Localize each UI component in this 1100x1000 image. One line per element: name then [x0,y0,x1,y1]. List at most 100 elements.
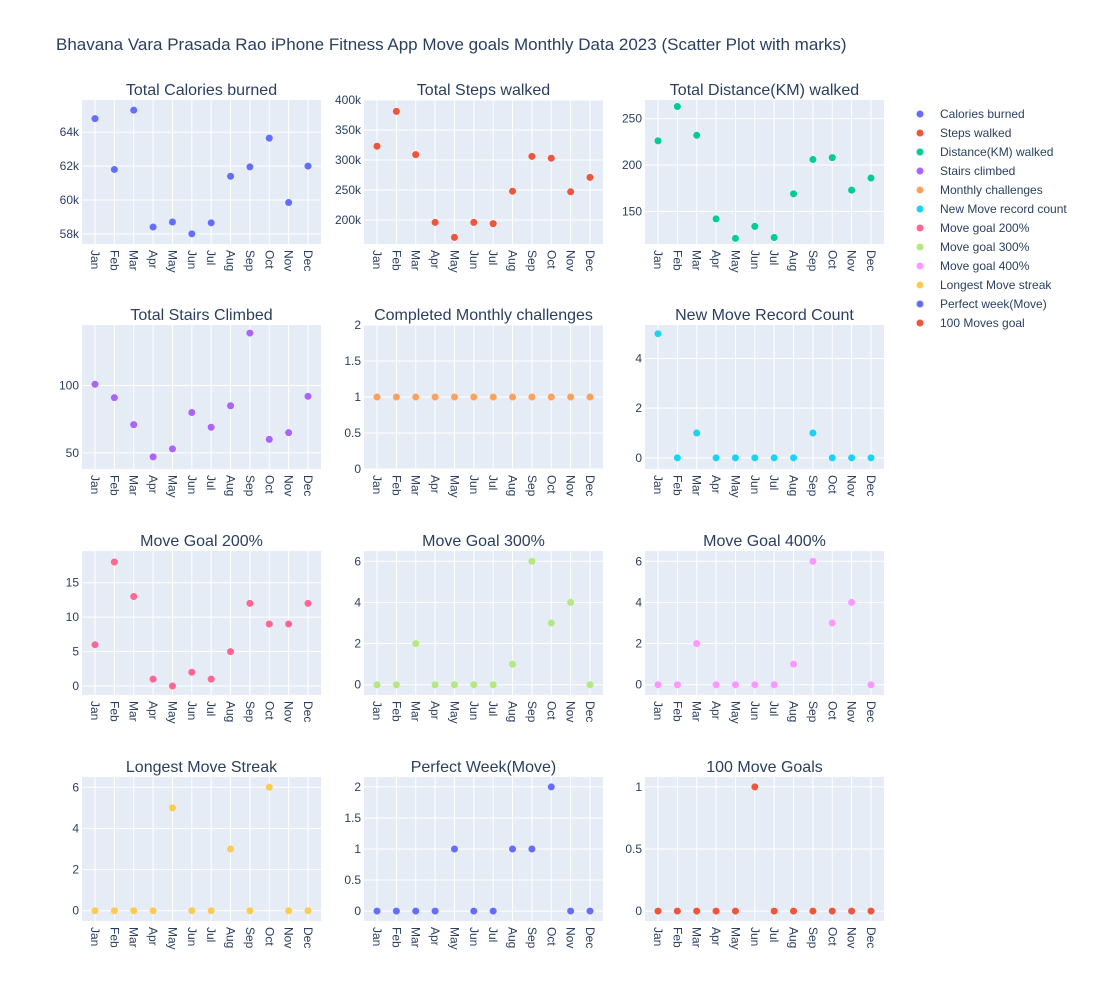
data-point[interactable] [489,393,497,401]
data-point[interactable] [731,234,739,242]
data-point[interactable] [567,393,575,401]
data-point[interactable] [168,804,176,812]
legend-item[interactable]: New Move record count [916,202,1068,216]
data-point[interactable] [304,599,312,607]
data-point[interactable] [567,188,575,196]
data-point[interactable] [207,423,215,431]
data-point[interactable] [450,393,458,401]
data-point[interactable] [412,640,420,648]
data-point[interactable] [470,907,478,915]
data-point[interactable] [770,681,778,689]
data-point[interactable] [91,907,99,915]
data-point[interactable] [168,682,176,690]
data-point[interactable] [285,198,293,206]
data-point[interactable] [246,599,254,607]
data-point[interactable] [304,162,312,170]
data-point[interactable] [110,558,118,566]
data-point[interactable] [509,187,517,195]
data-point[interactable] [790,907,798,915]
data-point[interactable] [693,131,701,139]
data-point[interactable] [673,103,681,111]
data-point[interactable] [586,907,594,915]
legend[interactable]: Calories burned Steps walked Distance(KM) … [916,107,1068,330]
data-point[interactable] [207,907,215,915]
data-point[interactable] [509,660,517,668]
data-point[interactable] [470,681,478,689]
data-point[interactable] [188,907,196,915]
legend-item[interactable]: Calories burned [916,107,1025,121]
data-point[interactable] [470,218,478,226]
data-point[interactable] [693,907,701,915]
data-point[interactable] [431,218,439,226]
data-point[interactable] [489,907,497,915]
data-point[interactable] [528,152,536,160]
data-point[interactable] [149,223,157,231]
data-point[interactable] [91,641,99,649]
data-point[interactable] [712,681,720,689]
data-point[interactable] [304,907,312,915]
data-point[interactable] [373,142,381,150]
data-point[interactable] [654,681,662,689]
data-point[interactable] [770,454,778,462]
data-point[interactable] [828,154,836,162]
data-point[interactable] [168,445,176,453]
data-point[interactable] [91,115,99,123]
data-point[interactable] [130,907,138,915]
data-point[interactable] [450,681,458,689]
data-point[interactable] [392,907,400,915]
data-point[interactable] [712,454,720,462]
data-point[interactable] [712,215,720,223]
data-point[interactable] [265,435,273,443]
data-point[interactable] [392,393,400,401]
data-point[interactable] [285,620,293,628]
data-point[interactable] [848,907,856,915]
data-point[interactable] [130,421,138,429]
data-point[interactable] [207,219,215,227]
data-point[interactable] [770,233,778,241]
data-point[interactable] [168,218,176,226]
data-point[interactable] [693,640,701,648]
data-point[interactable] [110,165,118,173]
data-point[interactable] [586,681,594,689]
data-point[interactable] [673,907,681,915]
data-point[interactable] [188,408,196,416]
data-point[interactable] [848,598,856,606]
data-point[interactable] [673,454,681,462]
data-point[interactable] [392,681,400,689]
data-point[interactable] [731,454,739,462]
data-point[interactable] [547,154,555,162]
data-point[interactable] [867,907,875,915]
data-point[interactable] [547,783,555,791]
data-point[interactable] [450,233,458,241]
data-point[interactable] [567,907,575,915]
data-point[interactable] [867,174,875,182]
data-point[interactable] [751,783,759,791]
data-point[interactable] [867,681,875,689]
data-point[interactable] [654,137,662,145]
legend-item[interactable]: Monthly challenges [916,183,1043,197]
data-point[interactable] [867,454,875,462]
data-point[interactable] [285,907,293,915]
data-point[interactable] [227,172,235,180]
data-point[interactable] [412,393,420,401]
data-point[interactable] [489,681,497,689]
data-point[interactable] [227,402,235,410]
data-point[interactable] [285,429,293,437]
data-point[interactable] [693,429,701,437]
legend-item[interactable]: Move goal 400% [916,259,1030,273]
data-point[interactable] [673,681,681,689]
data-point[interactable] [770,907,778,915]
data-point[interactable] [91,380,99,388]
data-point[interactable] [828,454,836,462]
data-point[interactable] [654,330,662,338]
data-point[interactable] [149,907,157,915]
data-point[interactable] [392,107,400,115]
data-point[interactable] [586,173,594,181]
data-point[interactable] [304,392,312,400]
data-point[interactable] [809,155,817,163]
data-point[interactable] [731,907,739,915]
data-point[interactable] [373,681,381,689]
data-point[interactable] [227,648,235,656]
data-point[interactable] [790,660,798,668]
data-point[interactable] [654,907,662,915]
